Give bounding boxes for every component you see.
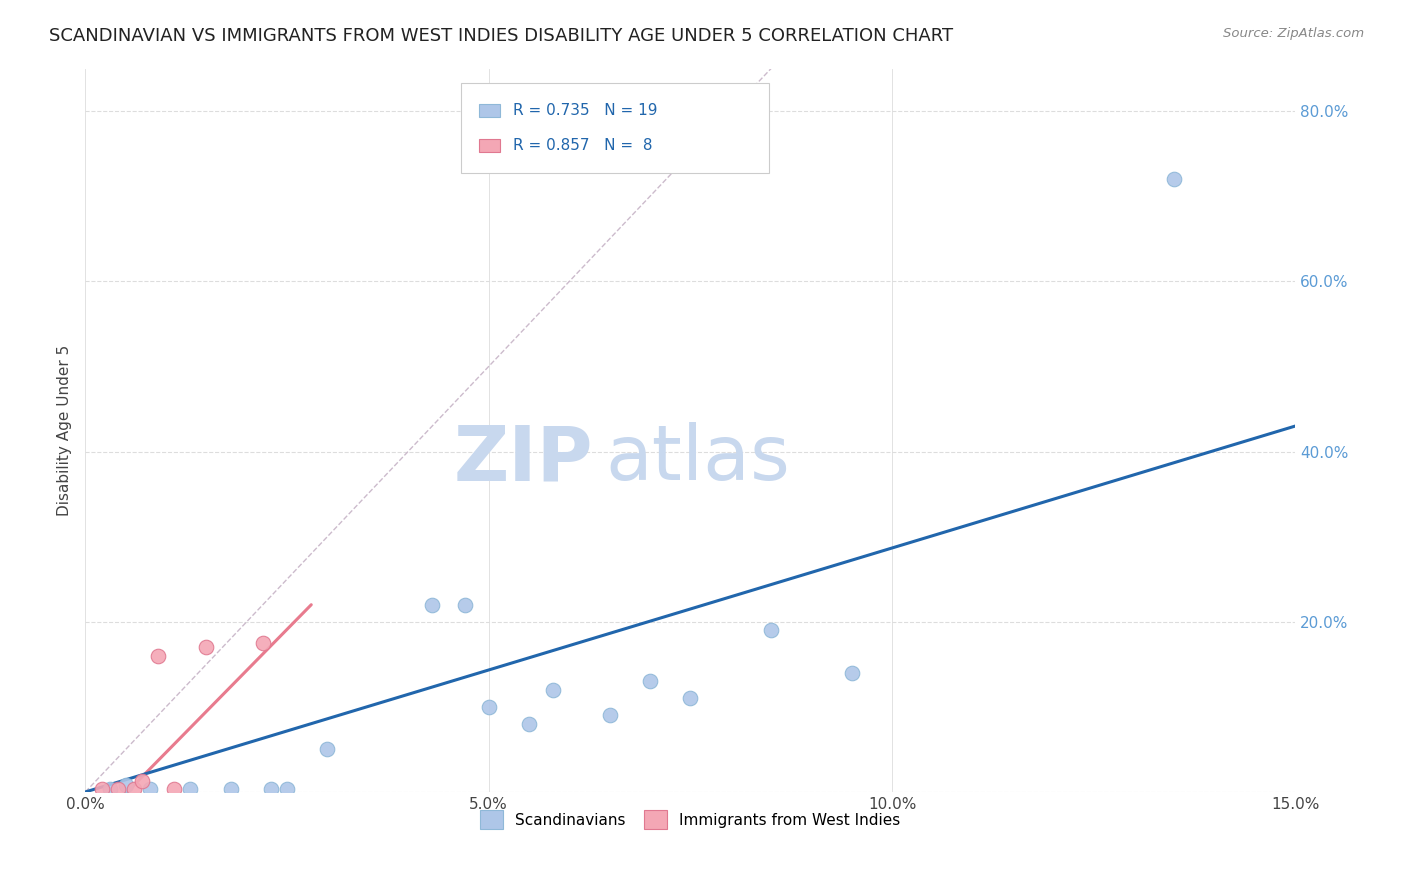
Point [316, 742, 339, 756]
Point [679, 691, 702, 706]
Point [260, 782, 283, 797]
Point [478, 699, 501, 714]
Point [131, 773, 153, 788]
Point [453, 598, 475, 612]
Point [179, 782, 201, 797]
Point [195, 640, 218, 655]
Text: ZIP: ZIP [454, 422, 593, 496]
Point [1163, 172, 1185, 186]
Point [276, 782, 298, 797]
Point [146, 648, 169, 663]
Text: atlas: atlas [606, 422, 790, 496]
Text: SCANDINAVIAN VS IMMIGRANTS FROM WEST INDIES DISABILITY AGE UNDER 5 CORRELATION C: SCANDINAVIAN VS IMMIGRANTS FROM WEST IND… [49, 27, 953, 45]
Point [98, 782, 121, 797]
FancyBboxPatch shape [478, 139, 501, 153]
Point [114, 778, 136, 792]
Point [219, 782, 242, 797]
FancyBboxPatch shape [461, 83, 769, 173]
Point [139, 782, 162, 797]
Point [517, 717, 540, 731]
Legend: Scandinavians, Immigrants from West Indies: Scandinavians, Immigrants from West Indi… [474, 804, 907, 835]
Text: Source: ZipAtlas.com: Source: ZipAtlas.com [1223, 27, 1364, 40]
Point [543, 682, 565, 697]
Point [107, 782, 129, 797]
FancyBboxPatch shape [478, 104, 501, 117]
Point [163, 782, 186, 797]
Text: R = 0.857   N =  8: R = 0.857 N = 8 [513, 138, 652, 153]
Point [841, 665, 863, 680]
Point [252, 636, 274, 650]
Text: R = 0.735   N = 19: R = 0.735 N = 19 [513, 103, 657, 118]
Point [599, 708, 621, 723]
Point [759, 624, 782, 638]
Point [638, 674, 661, 689]
Point [420, 598, 443, 612]
Y-axis label: Disability Age Under 5: Disability Age Under 5 [58, 344, 72, 516]
Point [122, 782, 145, 797]
Point [90, 782, 112, 797]
